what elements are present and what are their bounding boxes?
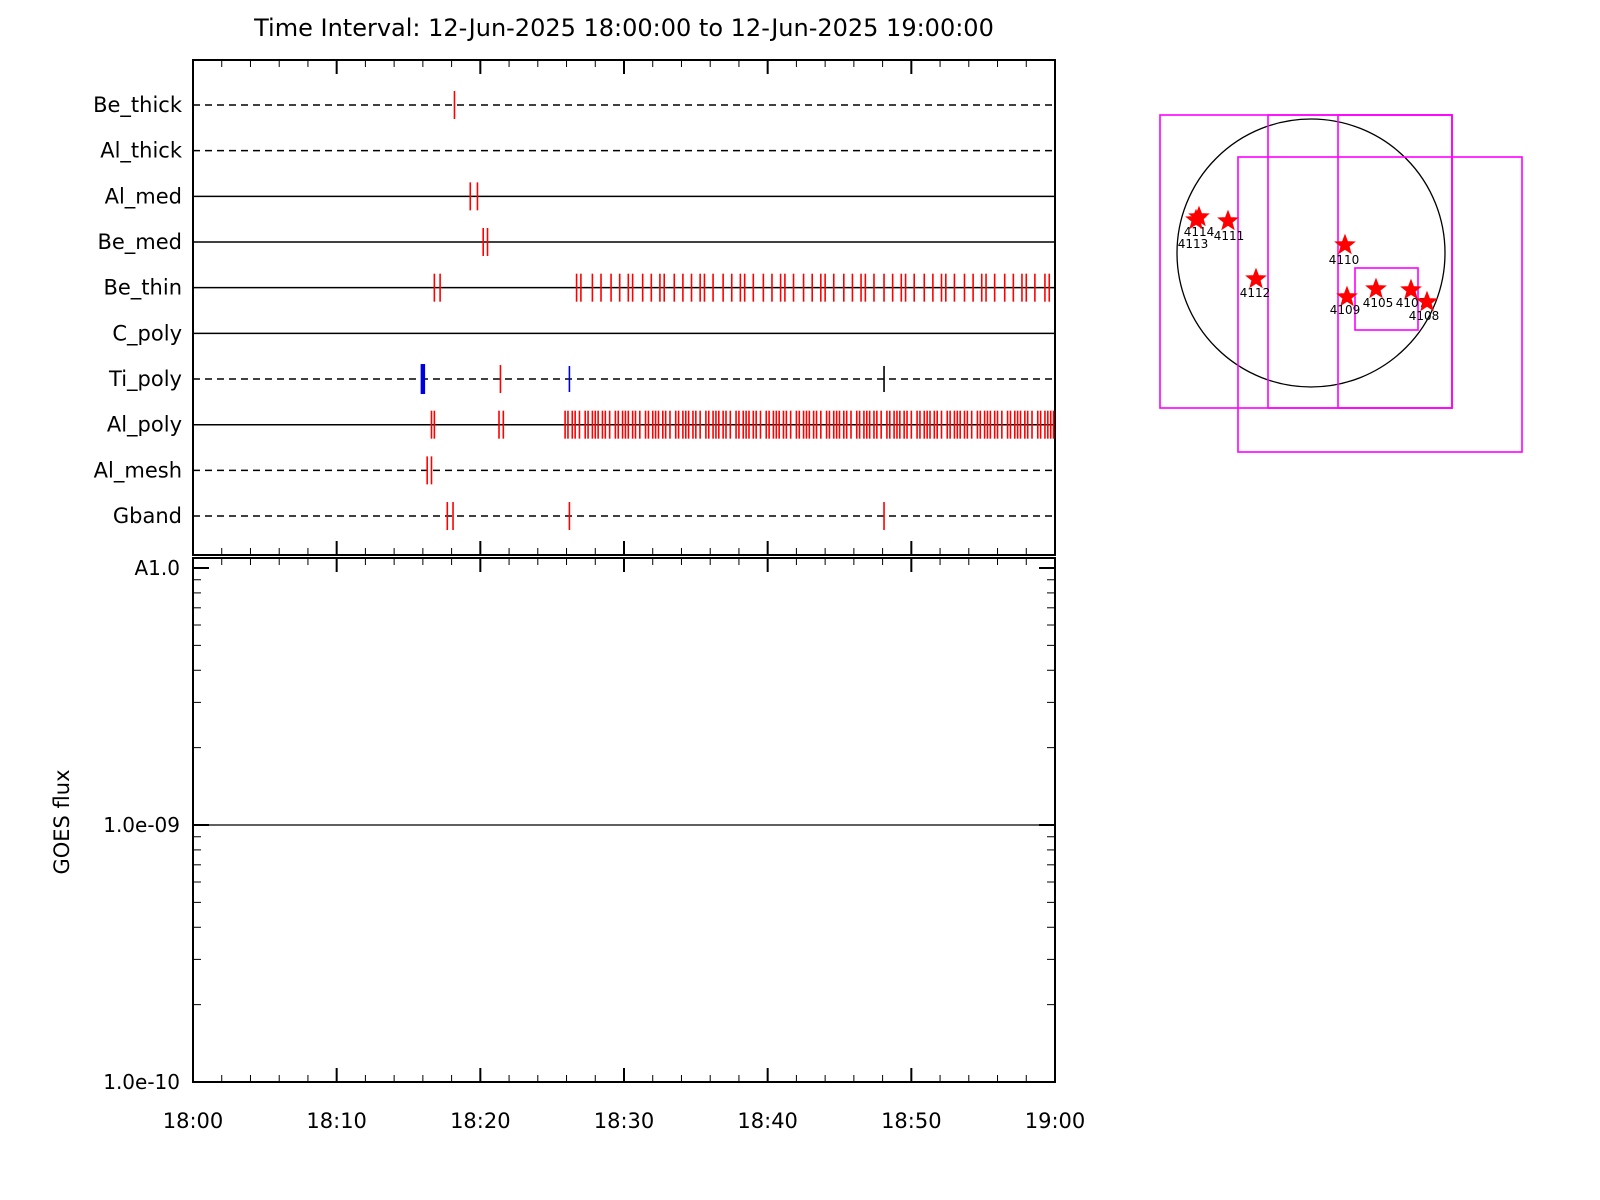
x-axis-tick-label: 18:00 [163, 1109, 224, 1133]
active-region-label: 4110 [1329, 253, 1360, 267]
fov-box [1237, 156, 1523, 453]
channel-label-Al_thick: Al_thick [100, 139, 183, 164]
active-region-label: 4114 [1184, 225, 1215, 239]
active-region-star [1245, 267, 1267, 289]
channel-label-Be_thin: Be_thin [103, 276, 182, 301]
fov-box [1337, 114, 1453, 409]
active-region-star [1416, 290, 1438, 312]
active-region-label: 4105 [1363, 296, 1394, 310]
active-region-star [1400, 278, 1422, 300]
x-axis-tick-label: 18:30 [594, 1109, 655, 1133]
active-region-label: 4111 [1214, 229, 1245, 243]
timeline-panel-frame [192, 59, 1056, 556]
active-region-label: 4108 [1409, 309, 1440, 323]
goes-y-tick-label: 1.0e-10 [103, 1070, 180, 1094]
x-axis-tick-label: 18:10 [306, 1109, 367, 1133]
fov-box [1159, 114, 1453, 409]
goes-y-tick-label: A1.0 [135, 556, 181, 580]
channel-label-Al_poly: Al_poly [107, 413, 182, 438]
active-region-label: 4112 [1240, 286, 1271, 300]
goes-panel-frame [192, 557, 1056, 1083]
goes-y-tick-label: 1.0e-09 [103, 813, 180, 837]
channel-label-Al_mesh: Al_mesh [94, 458, 182, 483]
channel-label-Ti_poly: Ti_poly [108, 367, 182, 392]
channel-label-C_poly: C_poly [112, 321, 182, 346]
active-region-label: 4113 [1178, 237, 1209, 251]
fov-box [1267, 114, 1453, 409]
active-region-star [1185, 208, 1207, 230]
solar-disk-limb [1176, 118, 1446, 388]
figure-title: Time Interval: 12-Jun-2025 18:00:00 to 1… [254, 14, 994, 42]
channel-label-Gband: Gband [113, 504, 182, 528]
active-region-label: 4109 [1330, 303, 1361, 317]
channel-label-Be_med: Be_med [97, 230, 182, 255]
x-axis-tick-label: 18:50 [881, 1109, 942, 1133]
active-region-star [1334, 233, 1356, 255]
channel-label-Al_med: Al_med [105, 184, 182, 209]
active-region-star [1365, 277, 1387, 299]
channel-label-Be_thick: Be_thick [93, 93, 183, 118]
active-region-star [1217, 209, 1239, 231]
x-axis-tick-label: 18:20 [450, 1109, 511, 1133]
x-axis-tick-label: 18:40 [737, 1109, 798, 1133]
x-axis-tick-label: 19:00 [1025, 1109, 1086, 1133]
active-region-star [1336, 285, 1358, 307]
